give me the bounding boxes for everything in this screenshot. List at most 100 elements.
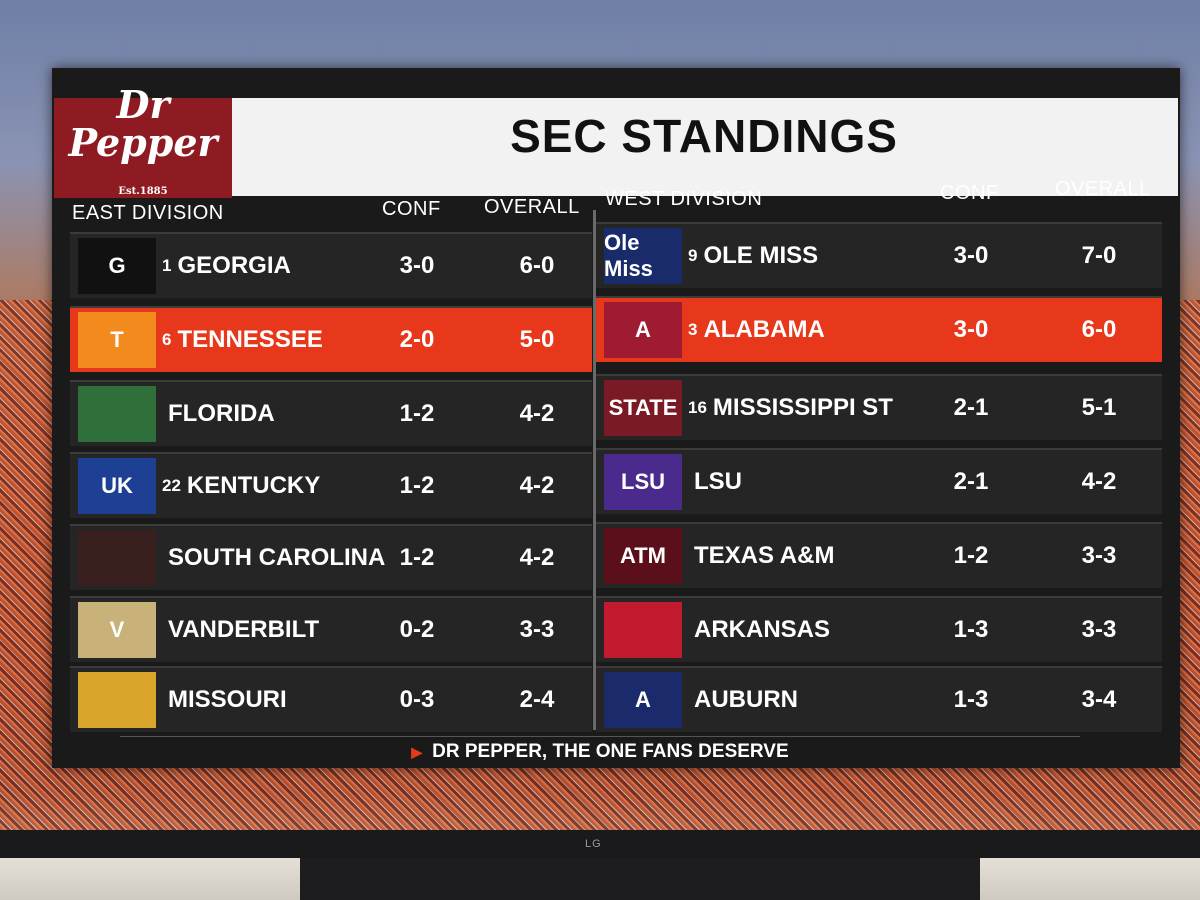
team-name: 16 MISSISSIPPI ST xyxy=(688,376,893,440)
conference-record: 2-1 xyxy=(953,394,989,421)
team-name: 1 GEORGIA xyxy=(162,234,291,298)
standings-row: ATM TEXAS A&M 1-2 3-3 xyxy=(596,522,1162,588)
dr-pepper-logo: Dr Pepper Est.1885 xyxy=(54,85,232,198)
page-title: SEC STANDINGS xyxy=(510,110,898,162)
west-overall-header: OVERALL xyxy=(1055,178,1151,200)
conference-record: 1-3 xyxy=(953,616,989,643)
team-name: TEXAS A&M xyxy=(688,524,834,588)
overall-record: 4-2 xyxy=(519,472,555,499)
team-logo-icon xyxy=(78,530,156,586)
sponsor-footer: ▶ DR PEPPER, THE ONE FANS DESERVE xyxy=(120,736,1080,767)
conference-record: 0-3 xyxy=(399,686,435,713)
team-logo-icon: UK xyxy=(78,458,156,514)
division-divider xyxy=(593,210,596,730)
overall-record: 4-2 xyxy=(1081,468,1117,495)
overall-record: 3-4 xyxy=(1081,686,1117,713)
team-logo-icon xyxy=(78,386,156,442)
team-label: AUBURN xyxy=(694,686,798,713)
team-rank: 22 xyxy=(162,476,181,495)
team-logo-icon: ATM xyxy=(604,528,682,584)
team-name: FLORIDA xyxy=(162,382,275,446)
overall-record: 3-3 xyxy=(1081,542,1117,569)
team-label: SOUTH CAROLINA xyxy=(168,544,386,571)
team-label: MISSOURI xyxy=(168,686,287,713)
team-logo-icon: STATE xyxy=(604,380,682,436)
conference-record: 1-2 xyxy=(399,544,435,571)
tv-stand xyxy=(300,858,980,900)
conference-record: 0-2 xyxy=(399,616,435,643)
team-name: MISSOURI xyxy=(162,668,287,732)
team-name: SOUTH CAROLINA xyxy=(162,526,385,590)
team-logo-icon: A xyxy=(604,302,682,358)
conference-record: 1-2 xyxy=(399,400,435,427)
team-logo-icon: V xyxy=(78,602,156,658)
team-label: LSU xyxy=(694,468,742,495)
conference-record: 1-3 xyxy=(953,686,989,713)
tv-brand-logo: LG xyxy=(585,838,602,850)
conference-record: 2-1 xyxy=(953,468,989,495)
team-label: KENTUCKY xyxy=(186,472,321,499)
team-name: VANDERBILT xyxy=(162,598,319,662)
standings-row: V VANDERBILT 0-2 3-3 xyxy=(70,596,592,662)
team-logo-icon: Ole Miss xyxy=(604,228,682,284)
conference-record: 3-0 xyxy=(399,252,435,279)
standings-row: ARKANSAS 1-3 3-3 xyxy=(596,596,1162,662)
team-label: MISSISSIPPI ST xyxy=(712,394,893,421)
team-label: GEORGIA xyxy=(177,252,291,279)
standings-row: LSU LSU 2-1 4-2 xyxy=(596,448,1162,514)
overall-record: 4-2 xyxy=(519,400,555,427)
overall-record: 6-0 xyxy=(519,252,555,279)
team-name: 3 ALABAMA xyxy=(688,298,825,362)
east-division-label: EAST DIVISION xyxy=(72,202,224,224)
team-label: ALABAMA xyxy=(703,316,825,343)
standings-row: MISSOURI 0-3 2-4 xyxy=(70,666,592,732)
conference-record: 1-2 xyxy=(953,542,989,569)
team-name: 9 OLE MISS xyxy=(688,224,818,288)
team-logo-icon xyxy=(78,672,156,728)
conference-record: 2-0 xyxy=(399,326,435,353)
overall-record: 7-0 xyxy=(1081,242,1117,269)
team-label: OLE MISS xyxy=(703,242,819,269)
standings-row: SOUTH CAROLINA 1-2 4-2 xyxy=(70,524,592,590)
standings-row: T 6 TENNESSEE 2-0 5-0 xyxy=(70,306,592,372)
team-name: 22 KENTUCKY xyxy=(162,454,320,518)
team-name: ARKANSAS xyxy=(688,598,830,662)
conference-record: 3-0 xyxy=(953,242,989,269)
overall-record: 2-4 xyxy=(519,686,555,713)
team-logo-icon: T xyxy=(78,312,156,368)
header-banner xyxy=(230,98,1178,196)
standings-row: A AUBURN 1-3 3-4 xyxy=(596,666,1162,732)
team-label: ARKANSAS xyxy=(694,616,831,643)
standings-row: Ole Miss 9 OLE MISS 3-0 7-0 xyxy=(596,222,1162,288)
team-logo-icon: LSU xyxy=(604,454,682,510)
overall-record: 6-0 xyxy=(1081,316,1117,343)
east-conf-header: CONF xyxy=(382,198,441,220)
west-conf-header: CONF xyxy=(940,182,999,204)
overall-record: 5-1 xyxy=(1081,394,1117,421)
team-name: AUBURN xyxy=(688,668,798,732)
standings-row: UK 22 KENTUCKY 1-2 4-2 xyxy=(70,452,592,518)
east-overall-header: OVERALL xyxy=(484,196,580,218)
overall-record: 3-3 xyxy=(1081,616,1117,643)
team-rank: 9 xyxy=(688,246,698,265)
standings-row: A 3 ALABAMA 3-0 6-0 xyxy=(596,296,1162,362)
footer-text: DR PEPPER, THE ONE FANS DESERVE xyxy=(432,741,789,762)
overall-record: 5-0 xyxy=(519,326,555,353)
conference-record: 3-0 xyxy=(953,316,989,343)
overall-record: 3-3 xyxy=(519,616,555,643)
team-rank: 16 xyxy=(688,398,707,417)
west-division-label: WEST DIVISION xyxy=(605,188,763,210)
conference-record: 1-2 xyxy=(399,472,435,499)
team-name: 6 TENNESSEE xyxy=(162,308,323,372)
standings-row: G 1 GEORGIA 3-0 6-0 xyxy=(70,232,592,298)
standings-row: STATE 16 MISSISSIPPI ST 2-1 5-1 xyxy=(596,374,1162,440)
team-label: FLORIDA xyxy=(168,400,275,427)
team-rank: 1 xyxy=(162,256,172,275)
tv-bezel xyxy=(0,830,1200,858)
team-rank: 6 xyxy=(162,330,172,349)
overall-record: 4-2 xyxy=(519,544,555,571)
standings-row: FLORIDA 1-2 4-2 xyxy=(70,380,592,446)
team-logo-icon: A xyxy=(604,672,682,728)
team-logo-icon xyxy=(604,602,682,658)
team-name: LSU xyxy=(688,450,742,514)
